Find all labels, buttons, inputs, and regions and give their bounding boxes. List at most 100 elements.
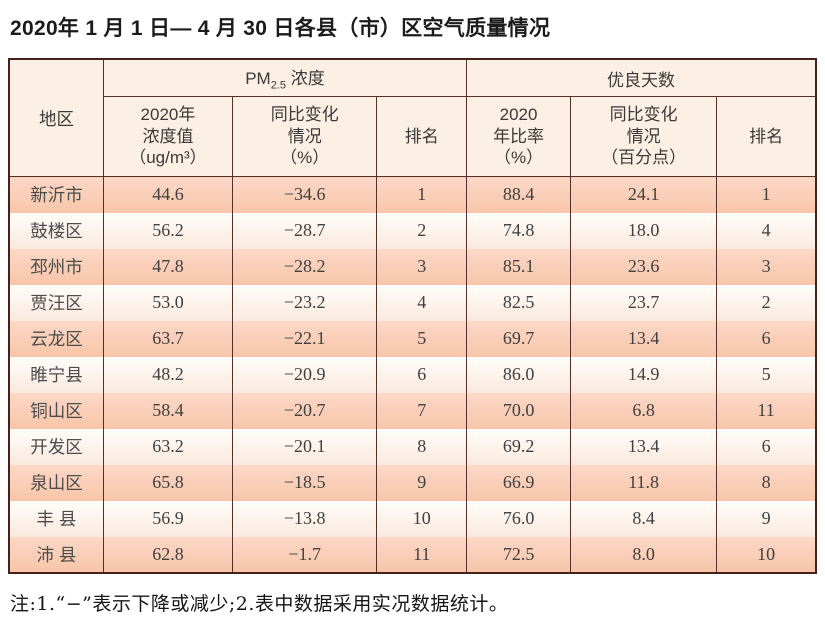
table-row: 沛 县 62.8 −1.7 11 72.5 8.0 10 — [8, 536, 817, 573]
cell-good-rate: 76.0 — [466, 500, 572, 537]
cell-good-rate: 70.0 — [466, 392, 572, 429]
col-header-good-change: 同比变化 情况 （百分点） — [570, 96, 718, 177]
cell-region: 泉山区 — [8, 464, 104, 501]
cell-good-rate: 69.7 — [466, 320, 572, 357]
cell-region: 睢宁县 — [8, 356, 104, 393]
cell-pm-value: 56.2 — [102, 212, 234, 249]
pm25-label-rest: 浓度 — [285, 69, 325, 89]
cell-good-rank: 5 — [716, 356, 817, 393]
header-group-row: 地区 PM2.5 浓度 优良天数 — [8, 59, 817, 177]
cell-good-rate: 88.4 — [466, 176, 572, 213]
cell-region: 云龙区 — [8, 320, 104, 357]
cell-pm-change: −20.7 — [232, 392, 378, 429]
cell-region: 开发区 — [8, 428, 104, 465]
cell-pm-rank: 6 — [376, 356, 468, 393]
cell-pm-rank: 3 — [376, 248, 468, 285]
cell-pm-change: −23.2 — [232, 284, 378, 321]
cell-pm-rank: 1 — [376, 176, 468, 213]
cell-good-change: 14.9 — [570, 356, 718, 393]
pm25-subscript: 2.5 — [270, 79, 286, 92]
col-header-pm-change: 同比变化 情况 （%） — [232, 96, 378, 177]
cell-pm-change: −18.5 — [232, 464, 378, 501]
cell-good-change: 18.0 — [570, 212, 718, 249]
cell-pm-rank: 2 — [376, 212, 468, 249]
cell-pm-change: −1.7 — [232, 536, 378, 573]
table-body: 新沂市 44.6 −34.6 1 88.4 24.1 1 鼓楼区 56.2 −2… — [8, 176, 817, 573]
cell-good-rank: 8 — [716, 464, 817, 501]
cell-good-rank: 11 — [716, 392, 817, 429]
col-header-region: 地区 — [8, 59, 104, 177]
table-row: 泉山区 65.8 −18.5 9 66.9 11.8 8 — [8, 464, 817, 501]
cell-good-rank: 9 — [716, 500, 817, 537]
cell-pm-value: 62.8 — [102, 536, 234, 573]
col-group-good-days: 优良天数 — [466, 59, 817, 97]
col-header-good-rank: 排名 — [716, 96, 817, 177]
cell-region: 贾汪区 — [8, 284, 104, 321]
cell-good-rank: 10 — [716, 536, 817, 573]
cell-region: 沛 县 — [8, 536, 104, 573]
cell-region: 鼓楼区 — [8, 212, 104, 249]
cell-pm-value: 58.4 — [102, 392, 234, 429]
cell-region: 铜山区 — [8, 392, 104, 429]
cell-good-rank: 2 — [716, 284, 817, 321]
cell-pm-change: −34.6 — [232, 176, 378, 213]
cell-pm-rank: 10 — [376, 500, 468, 537]
footnote: 注:1.“−”表示下降或减少;2.表中数据采用实况数据统计。 — [10, 592, 509, 615]
cell-good-change: 13.4 — [570, 428, 718, 465]
cell-pm-rank: 9 — [376, 464, 468, 501]
header-sub-row: 2020年 浓度值 （ug/m³） 同比变化 情况 （%） 排名 2020 年比… — [9, 96, 817, 177]
table-header: 地区 PM2.5 浓度 优良天数 2020年 浓度值 （ug/m³） 同比变化 … — [8, 59, 817, 177]
col-group-pm25: PM2.5 浓度 — [102, 59, 468, 97]
cell-pm-rank: 4 — [376, 284, 468, 321]
cell-good-change: 23.6 — [570, 248, 718, 285]
col-header-pm-value: 2020年 浓度值 （ug/m³） — [102, 96, 234, 177]
cell-good-rate: 82.5 — [466, 284, 572, 321]
cell-good-rate: 74.8 — [466, 212, 572, 249]
cell-pm-change: −28.7 — [232, 212, 378, 249]
cell-pm-value: 53.0 — [102, 284, 234, 321]
cell-good-rate: 85.1 — [466, 248, 572, 285]
table-row: 睢宁县 48.2 −20.9 6 86.0 14.9 5 — [8, 356, 817, 393]
table-row: 邳州市 47.8 −28.2 3 85.1 23.6 3 — [8, 248, 817, 285]
cell-pm-rank: 8 — [376, 428, 468, 465]
cell-pm-value: 63.2 — [102, 428, 234, 465]
air-quality-table: 地区 PM2.5 浓度 优良天数 2020年 浓度值 （ug/m³） 同比变化 … — [8, 58, 817, 574]
cell-pm-change: −28.2 — [232, 248, 378, 285]
cell-pm-value: 47.8 — [102, 248, 234, 285]
cell-good-change: 23.7 — [570, 284, 718, 321]
table-row: 贾汪区 53.0 −23.2 4 82.5 23.7 2 — [8, 284, 817, 321]
cell-good-rank: 1 — [716, 176, 817, 213]
cell-region: 邳州市 — [8, 248, 104, 285]
cell-good-rate: 86.0 — [466, 356, 572, 393]
cell-good-change: 13.4 — [570, 320, 718, 357]
cell-good-rank: 4 — [716, 212, 817, 249]
pm25-label: PM — [245, 69, 271, 89]
table-row: 鼓楼区 56.2 −28.7 2 74.8 18.0 4 — [8, 212, 817, 249]
cell-region: 丰 县 — [8, 500, 104, 537]
cell-good-rate: 69.2 — [466, 428, 572, 465]
table-row: 开发区 63.2 −20.1 8 69.2 13.4 6 — [8, 428, 817, 465]
cell-pm-value: 48.2 — [102, 356, 234, 393]
cell-pm-rank: 5 — [376, 320, 468, 357]
cell-pm-rank: 7 — [376, 392, 468, 429]
cell-good-rank: 6 — [716, 320, 817, 357]
cell-good-change: 8.0 — [570, 536, 718, 573]
cell-pm-change: −13.8 — [232, 500, 378, 537]
cell-region: 新沂市 — [8, 176, 104, 213]
table-row: 云龙区 63.7 −22.1 5 69.7 13.4 6 — [8, 320, 817, 357]
cell-good-rank: 3 — [716, 248, 817, 285]
cell-pm-value: 63.7 — [102, 320, 234, 357]
col-header-good-rate: 2020 年比率 （%） — [466, 96, 572, 177]
cell-good-change: 8.4 — [570, 500, 718, 537]
table-row: 新沂市 44.6 −34.6 1 88.4 24.1 1 — [8, 176, 817, 213]
cell-good-rank: 6 — [716, 428, 817, 465]
table-row: 丰 县 56.9 −13.8 10 76.0 8.4 9 — [8, 500, 817, 537]
cell-good-rate: 72.5 — [466, 536, 572, 573]
page-title: 2020年 1 月 1 日— 4 月 30 日各县（市）区空气质量情况 — [10, 17, 551, 40]
cell-pm-rank: 11 — [376, 536, 468, 573]
cell-good-change: 24.1 — [570, 176, 718, 213]
cell-pm-change: −22.1 — [232, 320, 378, 357]
cell-pm-change: −20.1 — [232, 428, 378, 465]
col-header-pm-rank: 排名 — [376, 96, 468, 177]
